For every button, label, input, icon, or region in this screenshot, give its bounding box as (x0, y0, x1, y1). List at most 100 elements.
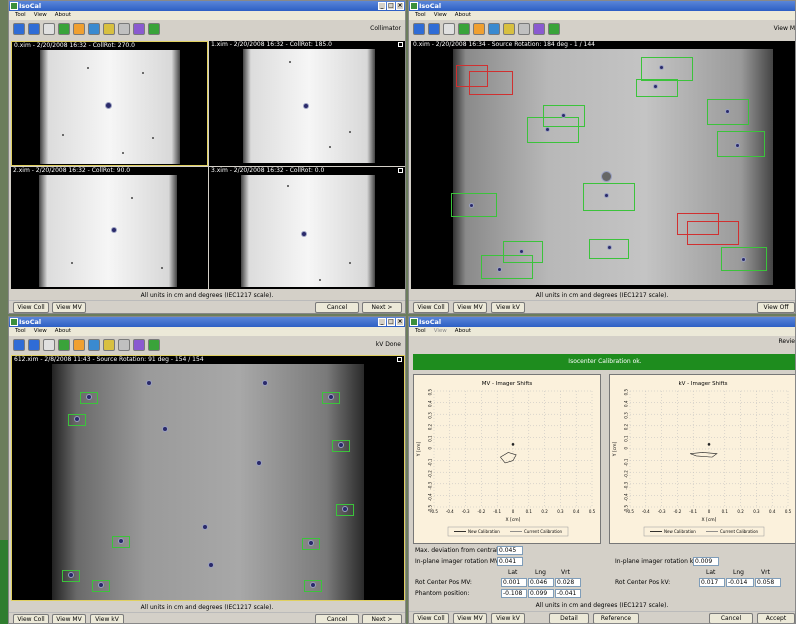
menu-about[interactable]: About (454, 12, 472, 18)
rcp-mv-vrt[interactable]: 0.028 (555, 578, 581, 587)
line-icon[interactable] (118, 22, 130, 35)
contrast-icon[interactable] (73, 22, 85, 35)
save-icon[interactable] (413, 22, 425, 35)
phantom-vrt[interactable]: -0.041 (555, 589, 581, 598)
max-dev-field[interactable]: 0.045 (497, 546, 523, 555)
window-level-icon[interactable] (488, 22, 500, 35)
bb-marker (111, 227, 117, 233)
zoom-icon[interactable] (43, 338, 55, 351)
image-viewport-2[interactable]: 2.xim - 2/20/2008 16:32 - CollRot: 90.0 (11, 167, 208, 289)
view-coll-button[interactable]: View Coll (13, 302, 49, 313)
minimize-icon[interactable]: _ (378, 318, 386, 326)
image-caption: 3.xim - 2/20/2008 16:32 - CollRot: 0.0 (211, 167, 325, 174)
x-tick-label: 0.4 (573, 509, 580, 514)
cancel-button[interactable]: Cancel (315, 614, 359, 623)
view-coll-button[interactable]: View Coll (413, 613, 449, 623)
fiducial-dot (71, 262, 73, 264)
menu-tool[interactable]: Tool (415, 328, 426, 334)
maximize-icon[interactable]: □ (387, 318, 395, 326)
menu-tool[interactable]: Tool (15, 328, 26, 334)
window-level-icon[interactable] (88, 22, 100, 35)
roi-red (687, 221, 739, 245)
view-kv-button[interactable]: View kV (491, 613, 525, 623)
rcp-kv-lat[interactable]: 0.017 (699, 578, 725, 587)
image-viewport-3[interactable]: 3.xim - 2/20/2008 16:32 - CollRot: 0.0 (209, 167, 405, 289)
app-icon (10, 2, 18, 10)
accept-button[interactable]: Accept (757, 613, 795, 623)
zoom-icon[interactable] (43, 22, 55, 35)
rcp-kv-vrt[interactable]: 0.058 (755, 578, 781, 587)
rcp-mv-lng[interactable]: 0.046 (528, 578, 554, 587)
window-level-icon[interactable] (88, 338, 100, 351)
view-coll-button[interactable]: View Coll (13, 614, 49, 623)
menu-view[interactable]: View (33, 12, 47, 18)
bb-marker (338, 442, 344, 448)
legend-new: New Calibration (468, 529, 500, 534)
crosshair-icon[interactable] (133, 22, 145, 35)
maximize-icon[interactable]: □ (387, 2, 395, 10)
next-button[interactable]: Next > (362, 302, 402, 313)
close-icon[interactable]: × (396, 2, 404, 10)
image-viewport-0[interactable]: 0.xim - 2/20/2008 16:32 - CollRot: 270.0 (11, 41, 208, 166)
ruler-icon[interactable] (103, 22, 115, 35)
view-mv-button[interactable]: View MV (453, 302, 487, 313)
image-viewport[interactable]: 612.xim - 2/8/2008 11:43 - Source Rotati… (11, 355, 405, 601)
menu-about[interactable]: About (454, 328, 472, 334)
overlay-icon[interactable] (148, 22, 160, 35)
save-icon[interactable] (13, 22, 25, 35)
phantom-lat[interactable]: -0.108 (501, 589, 527, 598)
next-button[interactable]: Next > (362, 614, 402, 623)
cancel-button[interactable]: Cancel (709, 613, 753, 623)
maximize-pane-icon[interactable] (398, 42, 403, 47)
menu-view[interactable]: View (433, 12, 447, 18)
open-icon[interactable] (28, 22, 40, 35)
pan-icon[interactable] (458, 22, 470, 35)
overlay-icon[interactable] (148, 338, 160, 351)
crosshair-icon[interactable] (133, 338, 145, 351)
view-off-button[interactable]: View Off (757, 302, 795, 313)
x-tick-label: 0.2 (541, 509, 548, 514)
menu-about[interactable]: About (54, 12, 72, 18)
maximize-pane-icon[interactable] (397, 357, 402, 362)
image-viewport-1[interactable]: 1.xim - 2/20/2008 16:32 - CollRot: 185.0 (209, 41, 405, 166)
minimize-icon[interactable]: _ (378, 2, 386, 10)
y-tick-label: 0.5 (624, 389, 629, 396)
open-icon[interactable] (428, 22, 440, 35)
open-icon[interactable] (28, 338, 40, 351)
view-mv-button[interactable]: View MV (52, 614, 86, 623)
image-viewport[interactable]: 0.xim - 2/20/2008 16:34 - Source Rotatio… (411, 41, 795, 289)
pan-icon[interactable] (58, 338, 70, 351)
menu-view[interactable]: View (433, 328, 447, 334)
maximize-pane-icon[interactable] (398, 168, 403, 173)
menu-view[interactable]: View (33, 328, 47, 334)
view-kv-button[interactable]: View kV (491, 302, 525, 313)
rot-kv-field[interactable]: 0.009 (693, 557, 719, 566)
view-kv-button[interactable]: View kV (90, 614, 124, 623)
view-mv-button[interactable]: View MV (453, 613, 487, 623)
close-icon[interactable]: × (396, 318, 404, 326)
line-icon[interactable] (118, 338, 130, 351)
crosshair-icon[interactable] (533, 22, 545, 35)
menu-about[interactable]: About (54, 328, 72, 334)
save-icon[interactable] (13, 338, 25, 351)
cancel-button[interactable]: Cancel (315, 302, 359, 313)
reference-button[interactable]: Reference (593, 613, 639, 623)
menu-tool[interactable]: Tool (415, 12, 426, 18)
rot-mv-field[interactable]: 0.041 (497, 557, 523, 566)
zoom-icon[interactable] (443, 22, 455, 35)
contrast-icon[interactable] (73, 338, 85, 351)
ruler-icon[interactable] (503, 22, 515, 35)
phantom-lng[interactable]: 0.099 (528, 589, 554, 598)
rcp-mv-lat[interactable]: 0.001 (501, 578, 527, 587)
overlay-icon[interactable] (548, 22, 560, 35)
rcp-kv-lng[interactable]: -0.014 (726, 578, 754, 587)
ruler-icon[interactable] (103, 338, 115, 351)
line-icon[interactable] (518, 22, 530, 35)
view-coll-button[interactable]: View Coll (413, 302, 449, 313)
menu-tool[interactable]: Tool (15, 12, 26, 18)
pan-icon[interactable] (58, 22, 70, 35)
contrast-icon[interactable] (473, 22, 485, 35)
view-mv-button[interactable]: View MV (52, 302, 86, 313)
detail-button[interactable]: Detail (549, 613, 589, 623)
bb-marker (256, 460, 262, 466)
